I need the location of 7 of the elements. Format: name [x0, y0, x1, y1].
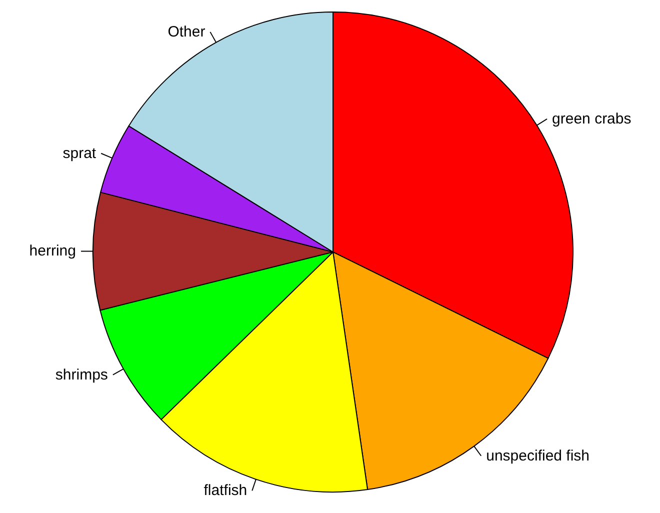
slice-label: green crabs [552, 110, 632, 128]
slice-label: sprat [62, 144, 97, 162]
slice-label: herring [29, 242, 76, 260]
slice-label: unspecified fish [486, 447, 590, 464]
slice-label: shrimps [55, 366, 108, 384]
slice-label: Other [168, 23, 206, 40]
slice-label: flatfish [204, 482, 248, 500]
